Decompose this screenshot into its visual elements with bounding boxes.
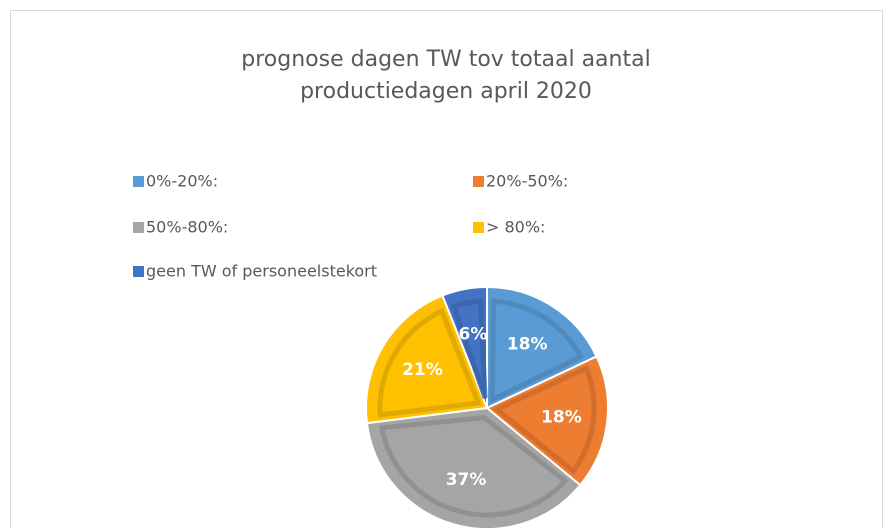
pie-slice-bevel <box>489 298 585 404</box>
pie-slice-bevel <box>450 298 488 399</box>
legend-swatch <box>473 222 484 233</box>
data-label: 21% <box>402 360 443 380</box>
legend-label: 50%-80%: <box>146 218 228 237</box>
legend-label: 20%-50%: <box>486 172 568 191</box>
legend-label: 0%-20%: <box>146 172 218 191</box>
chart-title: prognose dagen TW tov totaal aantal <box>241 47 650 72</box>
legend-swatch <box>133 222 144 233</box>
pie-slice-bevel <box>377 307 482 418</box>
pie-slice-bevel <box>492 364 597 475</box>
chart-title: productiedagen april 2020 <box>300 79 592 104</box>
data-label: 18% <box>541 407 582 427</box>
pie-slice <box>485 355 609 487</box>
data-label: 37% <box>446 470 487 490</box>
pie-slice <box>486 285 598 410</box>
legend-label: > 80%: <box>486 218 545 237</box>
legend-swatch <box>473 176 484 187</box>
pie-slice <box>365 294 489 425</box>
data-label: 18% <box>507 335 548 355</box>
data-label: 6% <box>459 324 488 344</box>
pie-slice <box>365 406 582 528</box>
legend-swatch <box>133 266 144 277</box>
legend-label: geen TW of personeelstekort <box>146 262 377 281</box>
legend-swatch <box>133 176 144 187</box>
pie-slice-bevel <box>378 415 569 518</box>
